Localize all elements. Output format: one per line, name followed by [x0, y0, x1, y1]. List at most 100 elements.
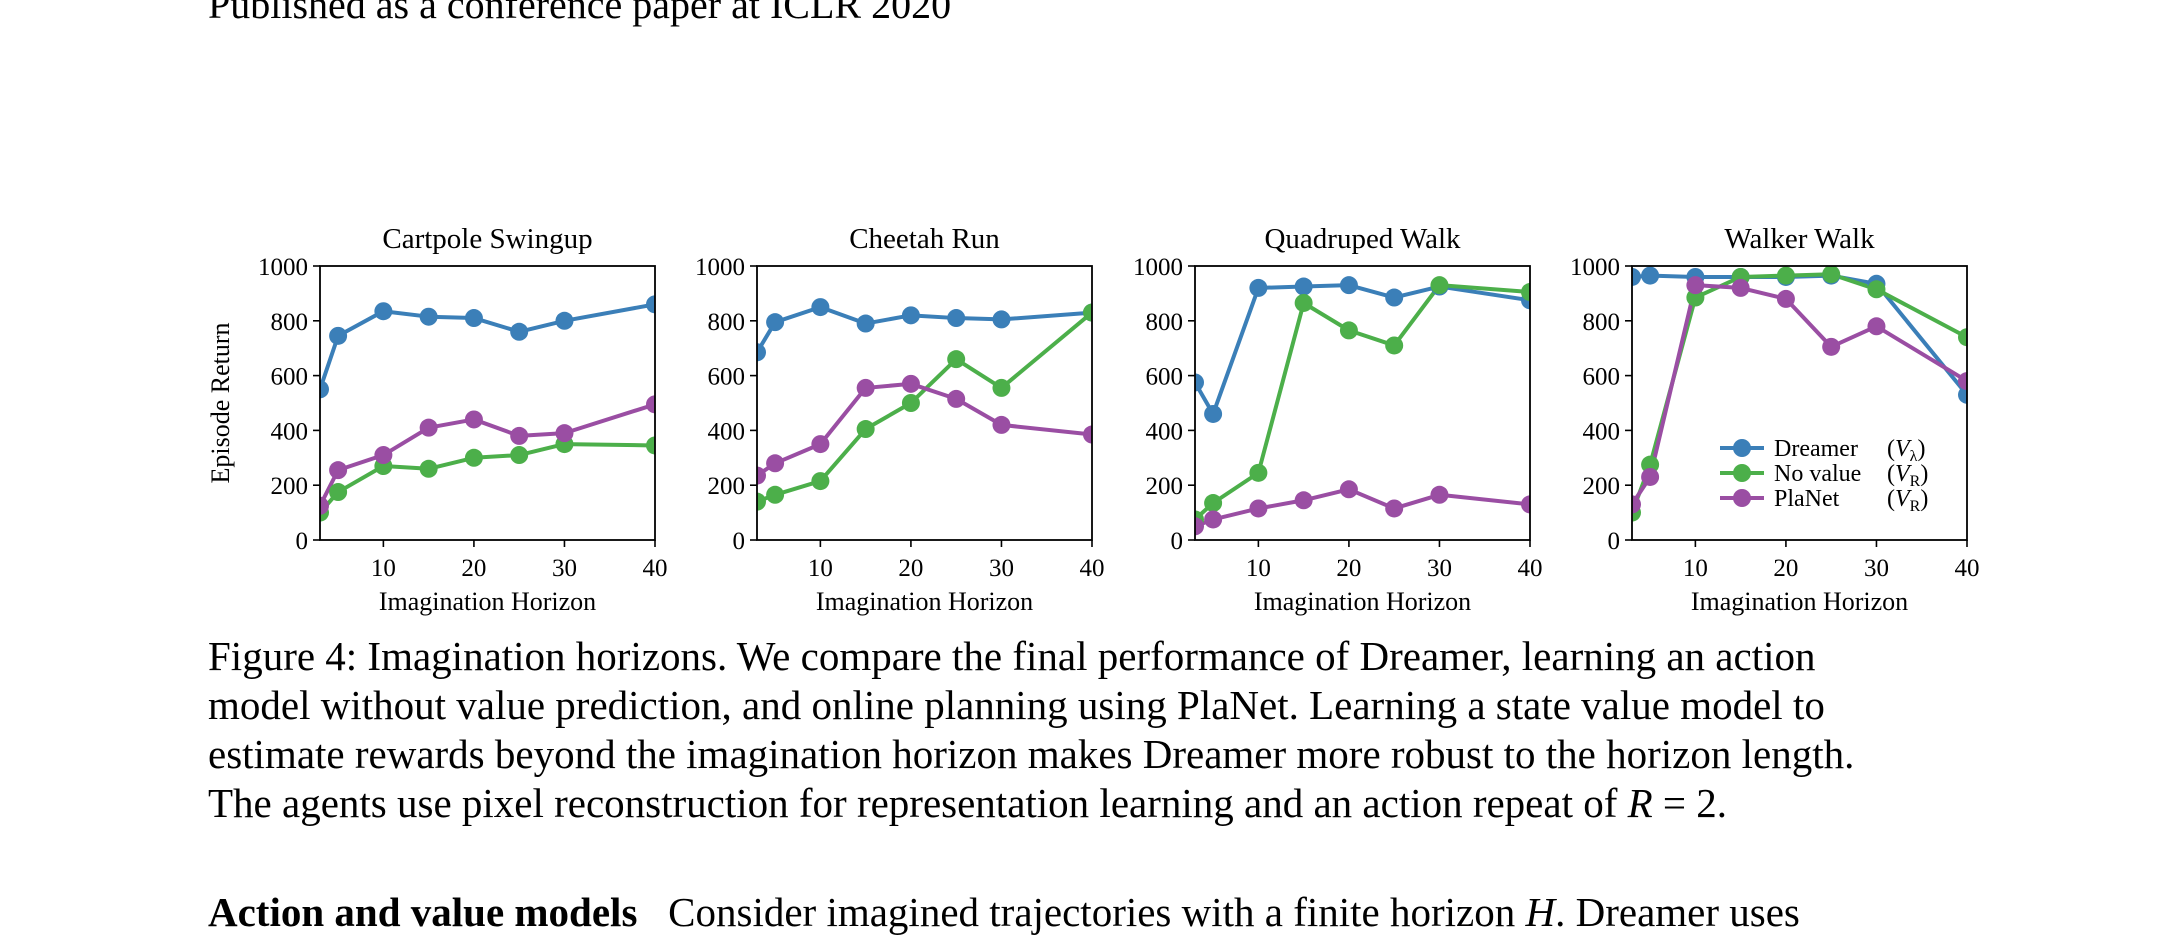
data-point: [646, 436, 655, 455]
series-line: [1195, 283, 1530, 416]
x-tick-label: 10: [808, 555, 833, 582]
data-point: [1385, 499, 1404, 518]
data-point: [766, 485, 785, 504]
data-point: [1083, 303, 1092, 322]
data-point: [811, 298, 830, 317]
paragraph-text: Consider imagined trajectories with a fi…: [637, 889, 1526, 935]
x-axis-label: Imagination Horizon: [379, 587, 596, 616]
data-point: [766, 313, 785, 332]
data-point: [1686, 288, 1705, 307]
legend-entry: Dreamer: [1774, 436, 1858, 462]
caption-line-end: = 2.: [1652, 780, 1728, 826]
legend-swatch-marker: [1733, 464, 1751, 482]
y-tick-label: 600: [708, 364, 746, 391]
y-tick-label: 200: [708, 473, 746, 500]
x-tick-label: 30: [989, 555, 1014, 582]
series-group: [1195, 276, 1530, 536]
data-point: [947, 350, 966, 369]
data-point: [464, 309, 483, 328]
caption-line-text: The agents use pixel reconstruction for …: [208, 780, 1628, 826]
y-tick-label: 0: [1608, 528, 1621, 555]
chart-title: Cartpole Swingup: [382, 223, 592, 255]
y-tick-label: 0: [1171, 528, 1184, 555]
y-tick-label: 600: [1583, 364, 1621, 391]
series-line: [1195, 487, 1530, 529]
data-point: [1249, 463, 1268, 482]
x-tick-label: 30: [552, 555, 577, 582]
data-point: [1195, 373, 1204, 392]
data-point: [510, 446, 529, 465]
data-point: [1731, 278, 1750, 297]
series-line: [757, 311, 1092, 504]
data-point: [1632, 495, 1641, 514]
data-point: [811, 435, 830, 454]
caption-line: model without value prediction, and onli…: [208, 682, 1825, 728]
series-group: [1632, 266, 1967, 522]
x-tick-label: 30: [1427, 555, 1452, 582]
chart-panel: Walker Walk 0 200 400 600 800 1000 10 20 30 40 Imag…: [1570, 223, 1980, 616]
data-point: [419, 459, 438, 478]
y-tick-label: 800: [1583, 309, 1621, 336]
chart-legend: Dreamer (Vλ) No value (VR) PlaNet (VR): [1720, 436, 1928, 515]
data-point: [510, 322, 529, 341]
y-tick-label: 800: [1146, 309, 1184, 336]
y-tick-label: 400: [708, 418, 746, 445]
series-group: [320, 295, 655, 522]
x-axis-label: Imagination Horizon: [1254, 587, 1471, 616]
x-tick-label: 10: [1246, 555, 1271, 582]
y-tick-label: 400: [1583, 418, 1621, 445]
data-point: [329, 461, 348, 480]
x-tick-label: 40: [1080, 555, 1105, 582]
series-line: [757, 305, 1092, 354]
x-tick-label: 10: [1683, 555, 1708, 582]
data-point: [1776, 289, 1795, 308]
legend-swatch-marker: [1733, 489, 1751, 507]
data-point: [992, 415, 1011, 434]
chart-panel: Cartpole Swingup 0 200 400 600 800 1000 10 20 30 4…: [206, 223, 668, 616]
data-point: [419, 418, 438, 437]
data-point: [901, 374, 920, 393]
data-point: [1339, 276, 1358, 295]
data-point: [1521, 283, 1530, 302]
legend-entry: No value: [1774, 461, 1861, 487]
data-point: [1641, 266, 1660, 285]
series-line: [320, 442, 655, 514]
series-line: [1195, 283, 1530, 521]
data-point: [901, 394, 920, 412]
data-point: [1249, 278, 1268, 297]
data-point: [1204, 494, 1223, 513]
data-point: [1294, 491, 1313, 510]
data-point: [646, 295, 655, 314]
data-point: [766, 454, 785, 473]
data-point: [856, 314, 875, 333]
data-point: [1641, 467, 1660, 486]
data-point: [1686, 276, 1705, 295]
data-point: [1195, 517, 1204, 536]
x-tick-label: 40: [1955, 555, 1980, 582]
x-tick-label: 10: [371, 555, 396, 582]
y-tick-label: 200: [271, 473, 309, 500]
data-point: [1958, 385, 1967, 404]
data-point: [811, 472, 830, 491]
data-point: [1249, 499, 1268, 518]
legend-swatch-marker: [1733, 439, 1751, 457]
data-point: [757, 343, 766, 362]
data-point: [1204, 510, 1223, 529]
data-point: [1385, 288, 1404, 307]
data-point: [1339, 321, 1358, 340]
legend-entry: PlaNet: [1774, 486, 1840, 512]
y-axis-label: Episode Return: [206, 322, 235, 483]
y-tick-label: 1000: [258, 254, 308, 281]
y-tick-label: 600: [1146, 364, 1184, 391]
legend-math: (VR): [1887, 461, 1928, 490]
data-point: [992, 310, 1011, 329]
x-axis-label: Imagination Horizon: [816, 587, 1033, 616]
data-point: [856, 420, 875, 439]
x-tick-label: 20: [898, 555, 923, 582]
data-point: [1867, 317, 1886, 336]
figure-caption: Figure 4: Imagination horizons. We compa…: [208, 632, 1988, 828]
y-tick-label: 200: [1583, 473, 1621, 500]
data-point: [320, 380, 329, 399]
data-point: [1641, 455, 1660, 474]
